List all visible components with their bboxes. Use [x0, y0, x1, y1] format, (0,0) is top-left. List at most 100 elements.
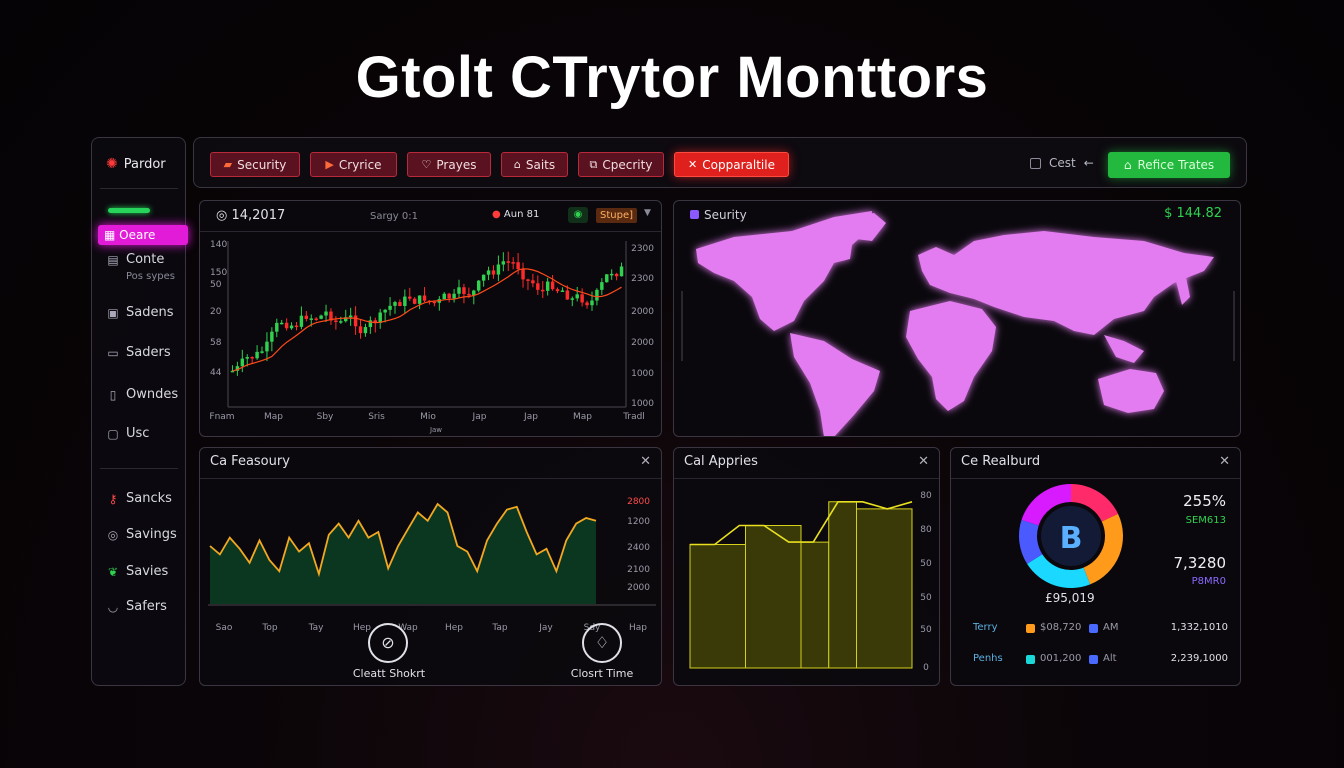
- row-amount: 1,332,1010: [1170, 622, 1228, 633]
- cest-toggle[interactable]: Cest ←: [1030, 156, 1094, 170]
- y-tick-label: 50: [920, 559, 932, 569]
- status-badge: Stupe]: [596, 208, 638, 223]
- sidebar-item-label: Savies: [126, 564, 169, 579]
- x-tick-label: Tay: [308, 623, 325, 633]
- x-tick-label: Sby: [317, 412, 334, 422]
- button-label: Copparaltile: [702, 157, 775, 172]
- map-label-wrap: Seurity: [690, 208, 747, 222]
- y-tick-label: 80: [920, 491, 932, 501]
- donut-slice: [1083, 513, 1123, 585]
- prayes-button[interactable]: ♡ Prayes: [407, 152, 491, 177]
- candle: [605, 274, 609, 283]
- candle: [353, 315, 358, 327]
- candle: [595, 289, 599, 301]
- coins-icon: ◎: [107, 527, 119, 542]
- shield-icon: ▰: [223, 158, 233, 171]
- close-icon[interactable]: ✕: [918, 454, 929, 469]
- x-tick-label: Hep: [445, 623, 463, 633]
- candle: [541, 289, 545, 292]
- row-tag: Alt: [1103, 653, 1117, 664]
- candle: [536, 283, 540, 290]
- donut-slice: [1027, 554, 1091, 588]
- divider: [100, 188, 178, 189]
- sidebar-item-sadens[interactable]: ▣ Sadens: [106, 305, 173, 320]
- divider: [951, 478, 1240, 479]
- sidebar-item-label: Owndes: [126, 387, 179, 402]
- cpecrity-button[interactable]: ⧉ Cpecrity: [578, 152, 664, 177]
- y-tick-label: 1200: [627, 517, 650, 527]
- candle: [408, 296, 412, 299]
- candle: [398, 302, 402, 307]
- pin-icon: ●: [492, 209, 501, 220]
- page-title: Gtolt CTrytor Monttors: [355, 45, 989, 110]
- panel-title: Cal Appries: [684, 454, 758, 469]
- refice-trates-button[interactable]: ⌂ Refice Trates: [1108, 152, 1230, 178]
- sidebar-item-active[interactable]: ▦ Oeare: [98, 225, 188, 245]
- saits-button[interactable]: ⌂ Saits: [501, 152, 568, 177]
- y-tick-label: 2000: [627, 583, 650, 593]
- candle: [614, 273, 619, 277]
- candle: [363, 327, 368, 334]
- sidebar-item-savings[interactable]: ◎ Savings: [106, 527, 177, 542]
- greenland: [842, 213, 886, 241]
- y-tick-label: 2800: [627, 497, 650, 507]
- candle: [319, 315, 323, 319]
- candle: [447, 293, 451, 299]
- y-tick-label: 1000: [631, 369, 654, 379]
- candle: [501, 261, 506, 265]
- candle: [388, 305, 392, 310]
- candle: [309, 318, 313, 320]
- checkbox[interactable]: [1030, 157, 1041, 169]
- legend-swatch: [1089, 624, 1098, 633]
- button-label: Cpecrity: [602, 157, 653, 172]
- x-tick-label: Map: [264, 412, 283, 422]
- brand[interactable]: ✺ Pardor: [106, 156, 166, 172]
- sidebar-item-savies[interactable]: ❦ Savies: [106, 564, 168, 579]
- candle: [486, 270, 491, 275]
- table-row[interactable]: Penhs 001,200 Alt 2,239,1000: [951, 653, 1242, 673]
- button-label: Security: [237, 157, 287, 172]
- x-tick-label: Fnam: [209, 412, 234, 422]
- action-label: Closrt Time: [570, 667, 634, 680]
- cryrice-button[interactable]: ▶ Cryrice: [310, 152, 397, 177]
- sidebar-item-label: Usc: [126, 426, 150, 441]
- timer-icon[interactable]: ♢: [582, 623, 622, 663]
- y-tick-label: 50: [210, 280, 222, 290]
- sidebar-item-sancks[interactable]: ⚷ Sancks: [106, 491, 172, 506]
- x-tick-label: Jay: [538, 623, 553, 633]
- sidebar-item-safers[interactable]: ◡ Safers: [106, 599, 167, 614]
- sidebar-item-owndes[interactable]: ▯ Owndes: [106, 387, 178, 402]
- candle: [383, 309, 387, 313]
- sidebar-item-saders[interactable]: ▭ Saders: [106, 345, 170, 360]
- candle: [609, 273, 614, 276]
- candle: [368, 320, 373, 328]
- y-tick-label: 20: [210, 307, 222, 317]
- candle: [334, 320, 338, 323]
- candle: [550, 281, 555, 290]
- sidebar-item-usc[interactable]: ▢ Usc: [106, 426, 149, 441]
- legend-swatch: [1026, 655, 1035, 664]
- bowl-icon: ◡: [107, 599, 119, 614]
- refresh-icon[interactable]: ◉: [568, 207, 588, 223]
- candle: [373, 320, 378, 323]
- shortcut-icon[interactable]: ⊘: [368, 623, 408, 663]
- candle: [531, 280, 535, 284]
- candle: [339, 321, 343, 323]
- candle: [452, 293, 456, 299]
- panel-title: Ce Realburd: [961, 454, 1041, 469]
- sidebar-item-conte[interactable]: ▤ Conte: [106, 252, 164, 267]
- table-row[interactable]: Terry $08,720 AM 1,332,1010: [951, 622, 1242, 642]
- security-button[interactable]: ▰ Security: [210, 152, 300, 177]
- candle: [545, 281, 550, 291]
- candle: [600, 282, 604, 290]
- copparaltile-button[interactable]: ✕ Copparaltile: [674, 152, 789, 177]
- chevron-down-icon[interactable]: ▼: [644, 208, 651, 218]
- candlestick-chart: 140 150 50 20 58 44 2300 2300 2000 2000 1000 1000 Fn…: [209, 240, 654, 434]
- alert-chip[interactable]: ● Aun 81: [492, 209, 539, 220]
- alert-label: Aun 81: [503, 209, 540, 220]
- candle: [378, 312, 382, 323]
- close-icon[interactable]: ✕: [1219, 454, 1230, 469]
- close-icon[interactable]: ✕: [640, 454, 651, 469]
- donut-chart: B: [1019, 484, 1123, 588]
- bar-chart: 80 80 50 50 50 0: [689, 491, 932, 673]
